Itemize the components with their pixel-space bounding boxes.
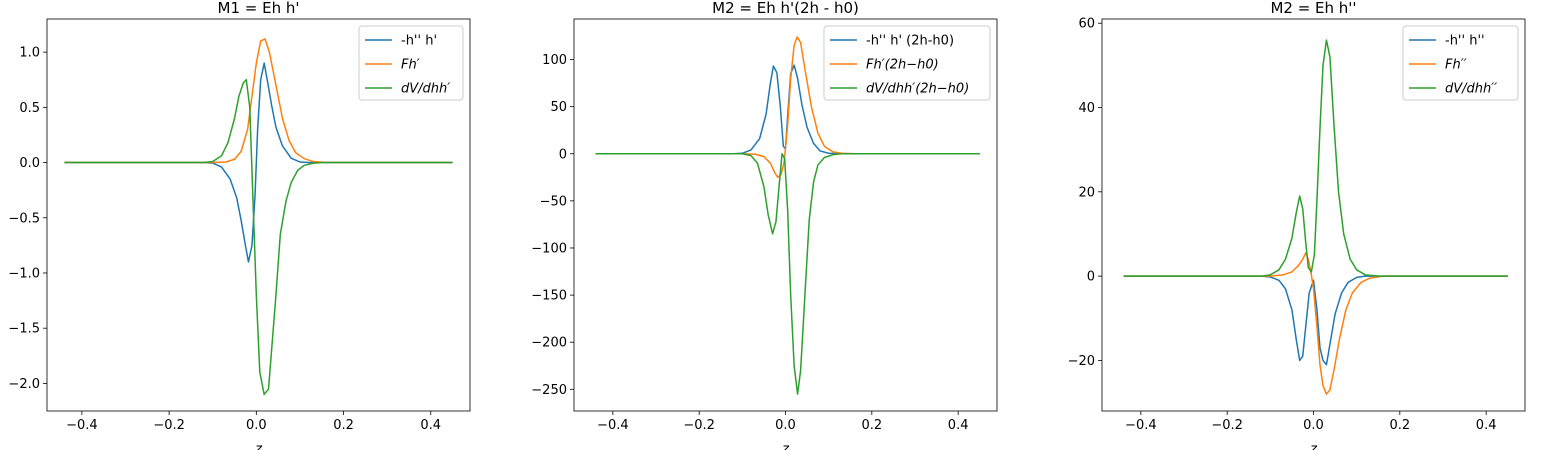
legend-entry: dV/dhh′(2h−h0) [866,82,969,97]
legend-entry: Fh′ [401,58,420,73]
legend-entry: dV/dhh′ [401,82,450,97]
y-tick-label: 20 [1078,185,1095,200]
series-line-2 [595,36,980,179]
y-tick-label: 40 [1078,101,1095,116]
y-tick-label: 60 [1078,17,1095,32]
x-tick-label: 0.2 [333,418,354,433]
legend: -h'' h'' Fh′′ dV/dhh′′ [1402,25,1519,101]
x-tick-label: 0.4 [1476,418,1497,433]
legend-entry: dV/dhh′′ [1445,82,1497,97]
chart-title: M1 = Eh h' [218,0,300,17]
legend: -h'' h' (2h-h0) Fh′(2h−h0) dV/dhh′(2h−h0) [823,25,991,101]
legend: -h'' h' Fh′ dV/dhh′ [358,25,464,101]
legend-box [823,25,991,101]
y-tick-label: −50 [540,194,567,209]
chart-title: M2 = Eh h'(2h - h0) [712,0,859,17]
x-tick-label: −0.2 [153,418,185,433]
legend-entry: -h'' h' [401,34,437,49]
series-line-1 [1123,275,1508,366]
y-tick-label: −1.5 [8,322,40,337]
series-line-2 [1123,252,1508,395]
legend-box [358,25,464,101]
x-tick-label: −0.2 [1211,418,1243,433]
y-tick-label: 0 [559,147,567,162]
legend-entry: -h'' h' (2h-h0) [866,34,954,49]
series-line-3 [64,78,453,396]
y-tick-label: −0.5 [8,211,40,226]
series-line-3 [1123,39,1508,277]
chart-panel-2: −0.4 −0.2 0.0 0.2 0.4 −250 −200 −150 −100 −50 0 50 1… [531,0,998,450]
y-tick-label: −20 [1068,354,1095,369]
x-tick-label: 0.0 [246,418,267,433]
x-tick-label: 0.4 [420,418,441,433]
x-axis-label: z [781,442,790,450]
chart-title: M2 = Eh h'' [1270,0,1356,17]
x-tick-label: −0.2 [683,418,715,433]
y-tick-label: −150 [531,289,567,304]
x-axis-label: z [1309,442,1318,450]
y-tick-label: 0.0 [19,156,40,171]
legend-entry: Fh′′ [1445,58,1467,73]
x-tick-label: 0.2 [1389,418,1410,433]
axes-frame [46,18,471,412]
legend-entry: -h'' h'' [1445,34,1485,49]
y-tick-label: −100 [531,241,567,256]
x-tick-label: 0.2 [861,418,882,433]
y-tick-label: −200 [531,336,567,351]
legend-box [1402,25,1519,101]
y-tick-label: 0.5 [19,101,40,116]
x-tick-label: 0.0 [775,418,796,433]
y-tick-label: 50 [550,100,567,115]
x-tick-label: −0.4 [66,418,98,433]
x-tick-label: 0.0 [1303,418,1324,433]
y-tick-label: 0 [1087,270,1095,285]
chart-panel-3: −0.4 −0.2 0.0 0.2 0.4 −20 0 20 40 60 M2 = Eh h'' z -… [1068,0,1526,450]
x-tick-label: −0.4 [1125,418,1157,433]
series-line-3 [595,153,980,395]
y-tick-label: 100 [542,53,567,68]
y-tick-label: −1.0 [8,266,40,281]
x-tick-label: −0.4 [597,418,629,433]
y-tick-label: 1.0 [19,46,40,61]
legend-entry: Fh′(2h−h0) [866,58,939,73]
y-tick-label: −2.0 [8,377,40,392]
y-tick-label: −250 [531,383,567,398]
chart-panel-1: −0.4 −0.2 0.0 0.2 0.4 −2.0 −1.5 −1.0 −0.5 0.0 0.5 1… [8,0,471,450]
x-tick-label: 0.4 [948,418,969,433]
x-axis-label: z [254,442,263,450]
series-line-1 [64,62,453,263]
series-line-2 [64,38,453,164]
